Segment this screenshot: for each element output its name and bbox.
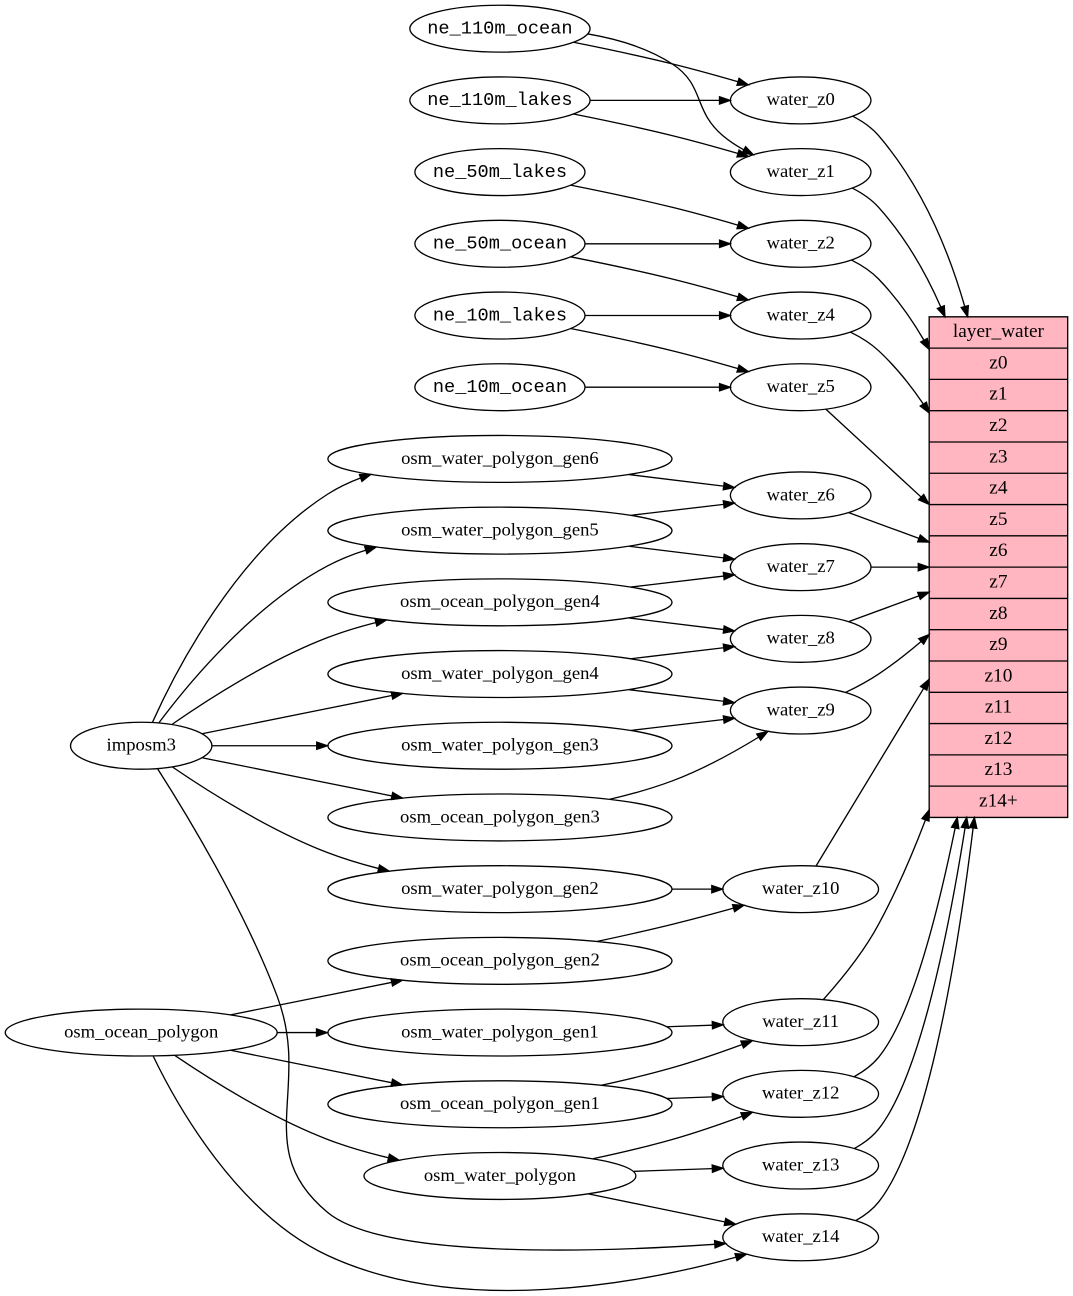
svg-text:water_z5: water_z5 bbox=[767, 376, 835, 396]
svg-text:z8: z8 bbox=[989, 603, 1007, 624]
svg-text:osm_ocean_polygon_gen1: osm_ocean_polygon_gen1 bbox=[400, 1093, 600, 1113]
svg-text:water_z7: water_z7 bbox=[767, 556, 835, 576]
svg-text:z6: z6 bbox=[989, 540, 1007, 561]
svg-text:osm_water_polygon_gen6: osm_water_polygon_gen6 bbox=[401, 448, 599, 468]
svg-text:ne_10m_ocean: ne_10m_ocean bbox=[433, 377, 567, 398]
svg-text:z9: z9 bbox=[989, 634, 1007, 655]
svg-text:water_z4: water_z4 bbox=[767, 305, 835, 325]
svg-text:ne_110m_ocean: ne_110m_ocean bbox=[427, 19, 572, 40]
svg-text:water_z2: water_z2 bbox=[767, 233, 835, 253]
svg-text:ne_50m_ocean: ne_50m_ocean bbox=[433, 234, 567, 255]
svg-text:imposm3: imposm3 bbox=[107, 735, 176, 755]
svg-text:osm_ocean_polygon_gen4: osm_ocean_polygon_gen4 bbox=[400, 591, 600, 611]
svg-text:layer_water: layer_water bbox=[953, 321, 1045, 342]
svg-text:osm_water_polygon_gen5: osm_water_polygon_gen5 bbox=[401, 520, 599, 540]
svg-text:water_z14: water_z14 bbox=[762, 1226, 840, 1246]
svg-text:water_z0: water_z0 bbox=[767, 89, 835, 109]
svg-text:water_z11: water_z11 bbox=[762, 1011, 839, 1031]
svg-text:z11: z11 bbox=[985, 697, 1012, 718]
svg-text:z5: z5 bbox=[989, 509, 1007, 530]
svg-text:osm_ocean_polygon_gen3: osm_ocean_polygon_gen3 bbox=[400, 806, 600, 826]
svg-text:water_z13: water_z13 bbox=[762, 1155, 840, 1175]
svg-text:z0: z0 bbox=[989, 353, 1007, 374]
svg-text:ne_50m_lakes: ne_50m_lakes bbox=[433, 162, 567, 183]
svg-text:z1: z1 bbox=[989, 384, 1007, 405]
svg-text:z10: z10 bbox=[984, 666, 1012, 687]
svg-text:water_z12: water_z12 bbox=[762, 1083, 840, 1103]
svg-text:z14+: z14+ bbox=[979, 791, 1018, 812]
svg-text:osm_water_polygon_gen1: osm_water_polygon_gen1 bbox=[401, 1022, 599, 1042]
svg-text:z13: z13 bbox=[984, 759, 1012, 780]
svg-text:z4: z4 bbox=[989, 478, 1008, 499]
svg-text:water_z10: water_z10 bbox=[762, 878, 840, 898]
svg-text:osm_water_polygon_gen3: osm_water_polygon_gen3 bbox=[401, 735, 599, 755]
svg-text:water_z9: water_z9 bbox=[767, 700, 835, 720]
svg-text:ne_10m_lakes: ne_10m_lakes bbox=[433, 305, 567, 326]
svg-text:z2: z2 bbox=[989, 415, 1007, 436]
svg-text:z12: z12 bbox=[984, 728, 1012, 749]
svg-text:ne_110m_lakes: ne_110m_lakes bbox=[427, 90, 572, 111]
svg-text:z7: z7 bbox=[989, 572, 1007, 593]
svg-text:osm_water_polygon_gen4: osm_water_polygon_gen4 bbox=[401, 663, 599, 683]
svg-text:osm_ocean_polygon: osm_ocean_polygon bbox=[64, 1022, 218, 1042]
svg-text:osm_water_polygon_gen2: osm_water_polygon_gen2 bbox=[401, 878, 599, 898]
svg-text:water_z1: water_z1 bbox=[767, 161, 835, 181]
svg-text:osm_water_polygon: osm_water_polygon bbox=[424, 1165, 576, 1185]
svg-text:z3: z3 bbox=[989, 446, 1007, 467]
svg-text:water_z6: water_z6 bbox=[767, 484, 835, 504]
svg-text:osm_ocean_polygon_gen2: osm_ocean_polygon_gen2 bbox=[400, 950, 600, 970]
svg-text:water_z8: water_z8 bbox=[767, 628, 835, 648]
